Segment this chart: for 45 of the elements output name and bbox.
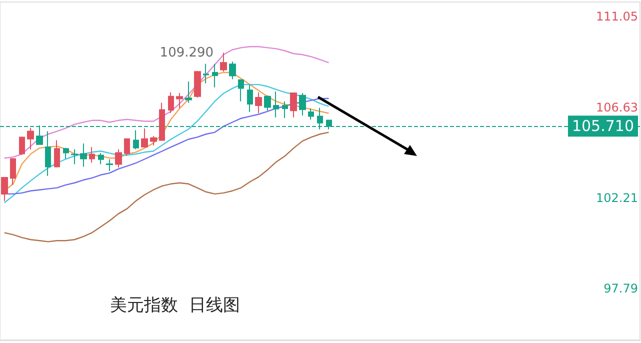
ref-line-label: 105.710	[572, 117, 634, 136]
candlestick	[290, 92, 297, 118]
candlestick	[264, 94, 271, 112]
candlestick	[133, 130, 139, 150]
candlestick	[185, 80, 192, 104]
candlestick	[1, 177, 8, 202]
candlestick	[299, 92, 306, 116]
candlestick	[45, 130, 51, 176]
candlestick	[124, 138, 130, 157]
candlestick	[273, 91, 279, 118]
candlestick	[220, 52, 227, 72]
candlestick	[10, 158, 16, 186]
candlestick	[54, 140, 60, 168]
candlestick	[308, 108, 314, 120]
candlestick	[80, 143, 87, 168]
candlestick	[63, 147, 69, 160]
candlestick	[27, 127, 34, 150]
candlestick	[150, 136, 157, 146]
candlestick	[255, 92, 262, 114]
line-series	[4, 132, 330, 242]
candlestick	[282, 100, 288, 118]
line-series	[4, 46, 330, 159]
candlestick	[89, 146, 95, 164]
line-series	[4, 84, 330, 204]
candlestick	[212, 63, 218, 88]
candlestick	[71, 148, 78, 165]
y-tick-label: 106.63	[596, 100, 638, 114]
candlestick	[159, 102, 165, 142]
y-tick-label: 111.05	[596, 10, 638, 24]
candlestick	[203, 63, 209, 84]
annotation: 109.290	[160, 45, 214, 60]
candlestick	[168, 92, 174, 114]
candlestick	[176, 92, 183, 108]
candlestick	[106, 158, 113, 172]
candlestick	[247, 84, 253, 113]
candlestick	[238, 79, 244, 102]
candlestick	[194, 70, 201, 98]
y-tick-label: 102.21	[596, 190, 638, 205]
text: 美元指数 日线图	[110, 296, 240, 316]
candlestick	[19, 136, 25, 156]
candlestick	[229, 61, 236, 80]
candlestick	[141, 128, 148, 148]
y-tick-label: 97.79	[604, 281, 638, 296]
candlestick	[98, 152, 104, 165]
candlestick	[115, 148, 122, 168]
